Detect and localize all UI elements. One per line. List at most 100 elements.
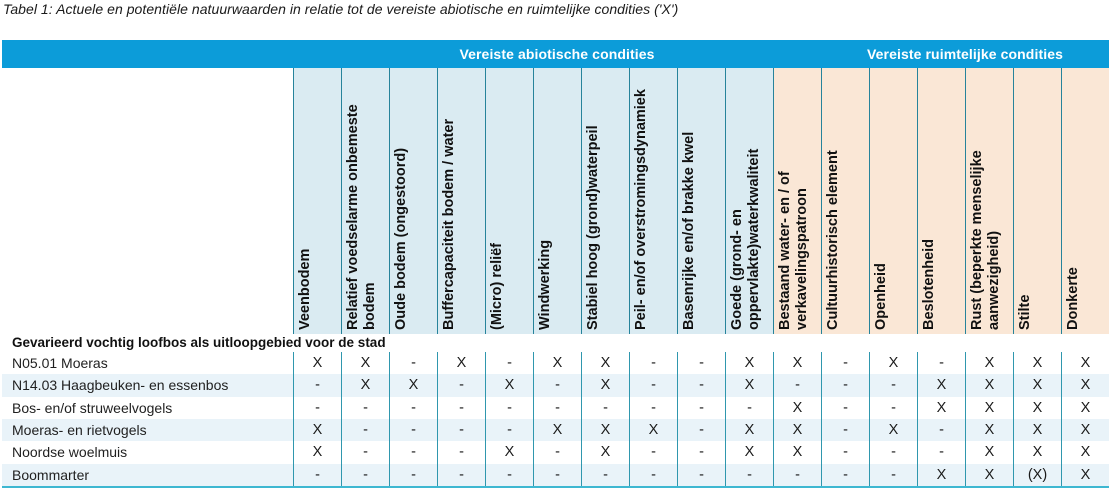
column-header-label: Oude bodem (ongestoord)	[393, 147, 409, 330]
value-cell: -	[341, 463, 389, 486]
value-cell: -	[485, 396, 533, 419]
value-cell: X	[965, 463, 1013, 486]
value-cell: X	[965, 396, 1013, 419]
value-cell: -	[389, 352, 437, 375]
value-cell: -	[389, 396, 437, 419]
column-header-label: Stabiel hoog (grond)waterpeil	[585, 125, 601, 330]
value-cell: X	[725, 374, 773, 397]
value-cell: -	[581, 396, 629, 419]
column-header-label: Windwerking	[537, 239, 553, 330]
column-header-label: verkavelingspatroon	[794, 188, 810, 330]
value-cell: -	[389, 419, 437, 442]
column-header-2: Relatief voedselarme onbemeste bodem	[341, 68, 389, 334]
column-header-11: Bestaand water- en / of verkavelingspatro…	[773, 68, 821, 334]
value-cell: X	[629, 419, 677, 442]
value-cell: -	[677, 463, 725, 486]
value-cell: X	[293, 352, 341, 375]
value-cell: X	[869, 352, 917, 375]
value-cell: X	[533, 419, 581, 442]
value-cell: X	[725, 352, 773, 375]
value-cell: X	[1061, 463, 1109, 486]
value-cell: X	[1061, 374, 1109, 397]
value-cell: -	[869, 396, 917, 419]
column-header-15: Rust (beperkte menselijke aanwezigheid)	[965, 68, 1013, 334]
value-cell: X	[485, 374, 533, 397]
value-cell: X	[437, 352, 485, 375]
value-cell: -	[725, 396, 773, 419]
column-header-label: Goede (grond- en	[729, 209, 745, 330]
table-caption: Tabel 1: Actuele en potentiële natuurwaa…	[3, 1, 679, 17]
column-header-label: Stilte	[1017, 294, 1033, 330]
value-cell: X	[1061, 396, 1109, 419]
value-cell: -	[677, 441, 725, 464]
value-cell: -	[773, 463, 821, 486]
value-cell: -	[821, 374, 869, 397]
value-cell: X	[341, 352, 389, 375]
value-cell: -	[341, 396, 389, 419]
column-header-label: Buffercapaciteit bodem / water	[441, 118, 457, 330]
value-cell: X	[917, 374, 965, 397]
column-header-label: Relatief voedselarme onbemeste	[345, 104, 361, 330]
value-cell: X	[1061, 352, 1109, 375]
value-cell: X	[293, 441, 341, 464]
value-cell: -	[629, 352, 677, 375]
value-cell: -	[677, 352, 725, 375]
value-cell: X	[533, 352, 581, 375]
column-header-label: aanwezigheid)	[986, 230, 1002, 330]
value-cell: X	[773, 419, 821, 442]
table-row: N14.03 Haagbeuken- en essenbos - X X - X - X - - X…	[2, 374, 1109, 397]
value-cell: -	[821, 463, 869, 486]
value-cell: -	[437, 441, 485, 464]
table-row: Noordse woelmuis X - - - X - X - - X X - - - X X X	[2, 441, 1109, 464]
column-header-6: Windwerking	[533, 68, 581, 334]
column-header-label: Donkerte	[1065, 267, 1081, 330]
column-header-16: Stilte	[1013, 68, 1061, 334]
column-header-7: Stabiel hoog (grond)waterpeil	[581, 68, 629, 334]
value-cell: -	[869, 441, 917, 464]
value-cell: -	[629, 463, 677, 486]
column-header-14: Beslotenheid	[917, 68, 965, 334]
value-cell: -	[389, 463, 437, 486]
value-cell: X	[1013, 441, 1061, 464]
value-cell: -	[437, 396, 485, 419]
value-cell: -	[821, 419, 869, 442]
column-header-13: Openheid	[869, 68, 917, 334]
section-header: Gevarieerd vochtig loofbos als uitloopge…	[2, 334, 1109, 352]
value-cell: -	[629, 374, 677, 397]
row-label: Noordse woelmuis	[12, 444, 128, 461]
value-cell: X	[389, 374, 437, 397]
value-cell: X	[965, 419, 1013, 442]
value-cell: -	[293, 396, 341, 419]
column-header-label: Beslotenheid	[921, 238, 937, 330]
value-cell: -	[917, 352, 965, 375]
column-header-label: Basenrijke en/of brakke kwel	[681, 131, 697, 330]
value-cell: -	[533, 441, 581, 464]
value-cell: -	[437, 463, 485, 486]
value-cell: X	[341, 374, 389, 397]
row-label: Boommarter	[12, 466, 90, 483]
value-cell: X	[485, 441, 533, 464]
table-row: Bos- en/of struweelvogels - - - - - - - - - - X - - X X…	[2, 396, 1109, 419]
table-row: N05.01 Moeras X X - X - X X - - X X - X - X X X	[2, 352, 1109, 375]
column-header-label: Cultuurhistorisch element	[825, 150, 841, 330]
value-cell: -	[437, 419, 485, 442]
value-cell: X	[581, 352, 629, 375]
value-cell: X	[581, 441, 629, 464]
value-cell: -	[533, 463, 581, 486]
value-cell: -	[821, 441, 869, 464]
column-header-4: Buffercapaciteit bodem / water	[437, 68, 485, 334]
column-header-label: Veenbodem	[297, 248, 313, 330]
column-header-label: Peil- en/of overstromingsdynamiek	[633, 89, 649, 330]
column-header-label: oppervlakte)waterkwaliteit	[746, 148, 762, 330]
value-cell: -	[485, 419, 533, 442]
value-cell: -	[629, 441, 677, 464]
value-cell: X	[965, 352, 1013, 375]
value-cell: -	[821, 396, 869, 419]
column-header-1: Veenbodem	[293, 68, 341, 334]
column-header-label: Bestaand water- en / of	[777, 171, 793, 330]
value-cell: X	[965, 374, 1013, 397]
value-cell: -	[725, 463, 773, 486]
value-cell: X	[773, 441, 821, 464]
column-header-10: Goede (grond- en oppervlakte)waterkwalite…	[725, 68, 773, 334]
